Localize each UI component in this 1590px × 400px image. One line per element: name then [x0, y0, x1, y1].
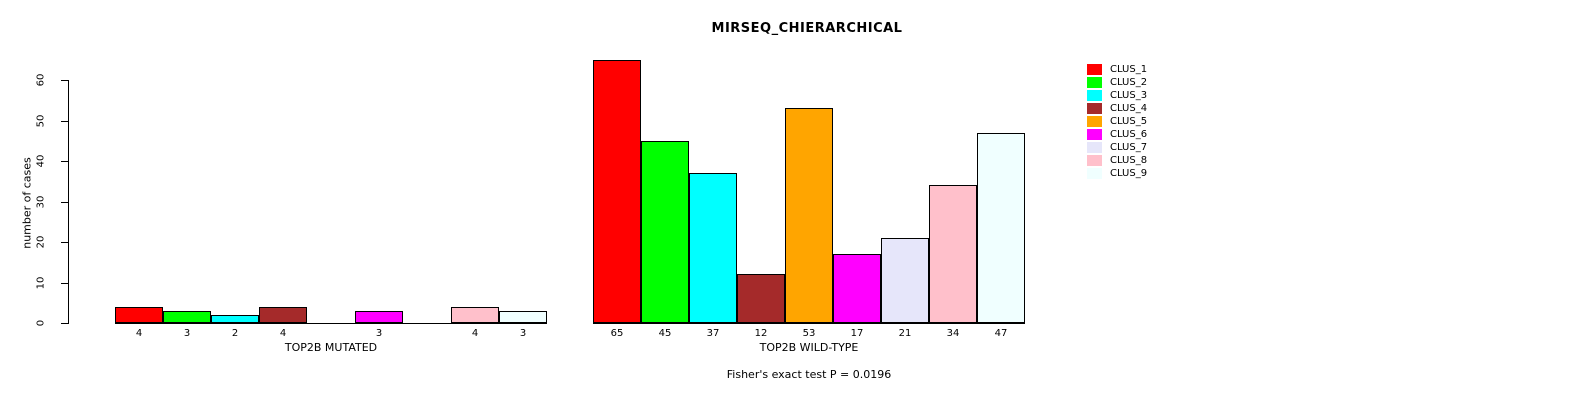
y-axis-tick — [61, 80, 68, 81]
legend-item-clus_4: CLUS_4 — [1087, 102, 1147, 115]
y-axis-tick-label: 20 — [35, 235, 47, 249]
y-axis-tick — [61, 283, 68, 284]
legend-item-clus_3: CLUS_3 — [1087, 89, 1147, 102]
bar-value-label: 45 — [658, 328, 672, 339]
legend-item-clus_8: CLUS_8 — [1087, 154, 1147, 167]
legend-swatch-icon — [1087, 64, 1102, 75]
legend-label: CLUS_5 — [1110, 116, 1148, 127]
bar-clus_6-group2 — [833, 254, 881, 323]
y-axis-tick-label: 10 — [35, 276, 47, 290]
x-axis-baseline — [115, 323, 547, 324]
bar-value-label: 37 — [706, 328, 720, 339]
y-axis-tick-label: 60 — [35, 73, 47, 87]
bar-value-label: 12 — [754, 328, 768, 339]
x-axis-baseline — [593, 323, 1025, 324]
legend-label: CLUS_3 — [1110, 90, 1148, 101]
chart-title: MIRSEQ_CHIERARCHICAL — [711, 21, 903, 36]
y-axis-tick-label: 30 — [35, 195, 47, 209]
legend-swatch-icon — [1087, 116, 1102, 127]
legend-item-clus_6: CLUS_6 — [1087, 128, 1147, 141]
legend: CLUS_1 CLUS_2 CLUS_3 CLUS_4 CLUS_5 CLUS_6 CLUS… — [1087, 63, 1147, 180]
bar-clus_2-group1 — [163, 311, 211, 323]
y-axis-tick — [61, 202, 68, 203]
bar-value-label: 4 — [279, 328, 287, 339]
bar-value-label: 3 — [375, 328, 383, 339]
bar-clus_3-group1 — [211, 315, 259, 323]
bar-value-label: 3 — [183, 328, 191, 339]
legend-label: CLUS_1 — [1110, 64, 1148, 75]
bar-clus_8-group2 — [929, 185, 977, 323]
y-axis-tick — [61, 242, 68, 243]
legend-label: CLUS_8 — [1110, 155, 1148, 166]
y-axis-tick — [61, 323, 68, 324]
y-axis-label: number of cases — [20, 157, 34, 249]
bar-clus_9-group2 — [977, 133, 1025, 323]
bar-clus_6-group1 — [355, 311, 403, 323]
group-label-mutated: TOP2B MUTATED — [284, 341, 378, 354]
bar-clus_2-group2 — [641, 141, 689, 323]
legend-label: CLUS_6 — [1110, 129, 1148, 140]
bar-value-label: 17 — [850, 328, 864, 339]
bar-value-label: 2 — [231, 328, 239, 339]
bar-clus_9-group1 — [499, 311, 547, 323]
bar-clus_8-group1 — [451, 307, 499, 323]
bar-clus_4-group1 — [259, 307, 307, 323]
y-axis-tick-label: 40 — [35, 154, 47, 168]
bar-value-label: 3 — [519, 328, 527, 339]
legend-swatch-icon — [1087, 90, 1102, 101]
legend-swatch-icon — [1087, 155, 1102, 166]
group-label-wildtype: TOP2B WILD-TYPE — [759, 341, 859, 354]
legend-swatch-icon — [1087, 129, 1102, 140]
bar-clus_4-group2 — [737, 274, 785, 323]
bar-value-label: 65 — [610, 328, 624, 339]
legend-swatch-icon — [1087, 142, 1102, 153]
legend-label: CLUS_4 — [1110, 103, 1148, 114]
legend-label: CLUS_2 — [1110, 77, 1148, 88]
bar-value-label: 4 — [135, 328, 143, 339]
legend-item-clus_5: CLUS_5 — [1087, 115, 1147, 128]
legend-item-clus_1: CLUS_1 — [1087, 63, 1147, 76]
bar-clus_1-group2 — [593, 60, 641, 323]
legend-item-clus_2: CLUS_2 — [1087, 76, 1147, 89]
y-axis-tick-label: 50 — [35, 114, 47, 128]
bar-clus_1-group1 — [115, 307, 163, 323]
legend-label: CLUS_7 — [1110, 142, 1148, 153]
legend-label: CLUS_9 — [1110, 168, 1148, 179]
bar-value-label: 4 — [471, 328, 479, 339]
bar-value-label: 21 — [898, 328, 912, 339]
legend-item-clus_9: CLUS_9 — [1087, 167, 1147, 180]
bar-value-label: 34 — [946, 328, 960, 339]
legend-swatch-icon — [1087, 103, 1102, 114]
bar-value-label: 53 — [802, 328, 816, 339]
y-axis-tick — [61, 161, 68, 162]
legend-swatch-icon — [1087, 77, 1102, 88]
legend-swatch-icon — [1087, 168, 1102, 179]
bar-clus_3-group2 — [689, 173, 737, 323]
y-axis-line — [68, 80, 69, 324]
bar-value-label: 47 — [994, 328, 1008, 339]
fisher-test-annotation: Fisher's exact test P = 0.0196 — [726, 368, 892, 381]
bar-clus_7-group2 — [881, 238, 929, 323]
y-axis-tick — [61, 121, 68, 122]
y-axis-tick-label: 0 — [35, 319, 47, 327]
legend-item-clus_7: CLUS_7 — [1087, 141, 1147, 154]
bar-clus_5-group2 — [785, 108, 833, 323]
